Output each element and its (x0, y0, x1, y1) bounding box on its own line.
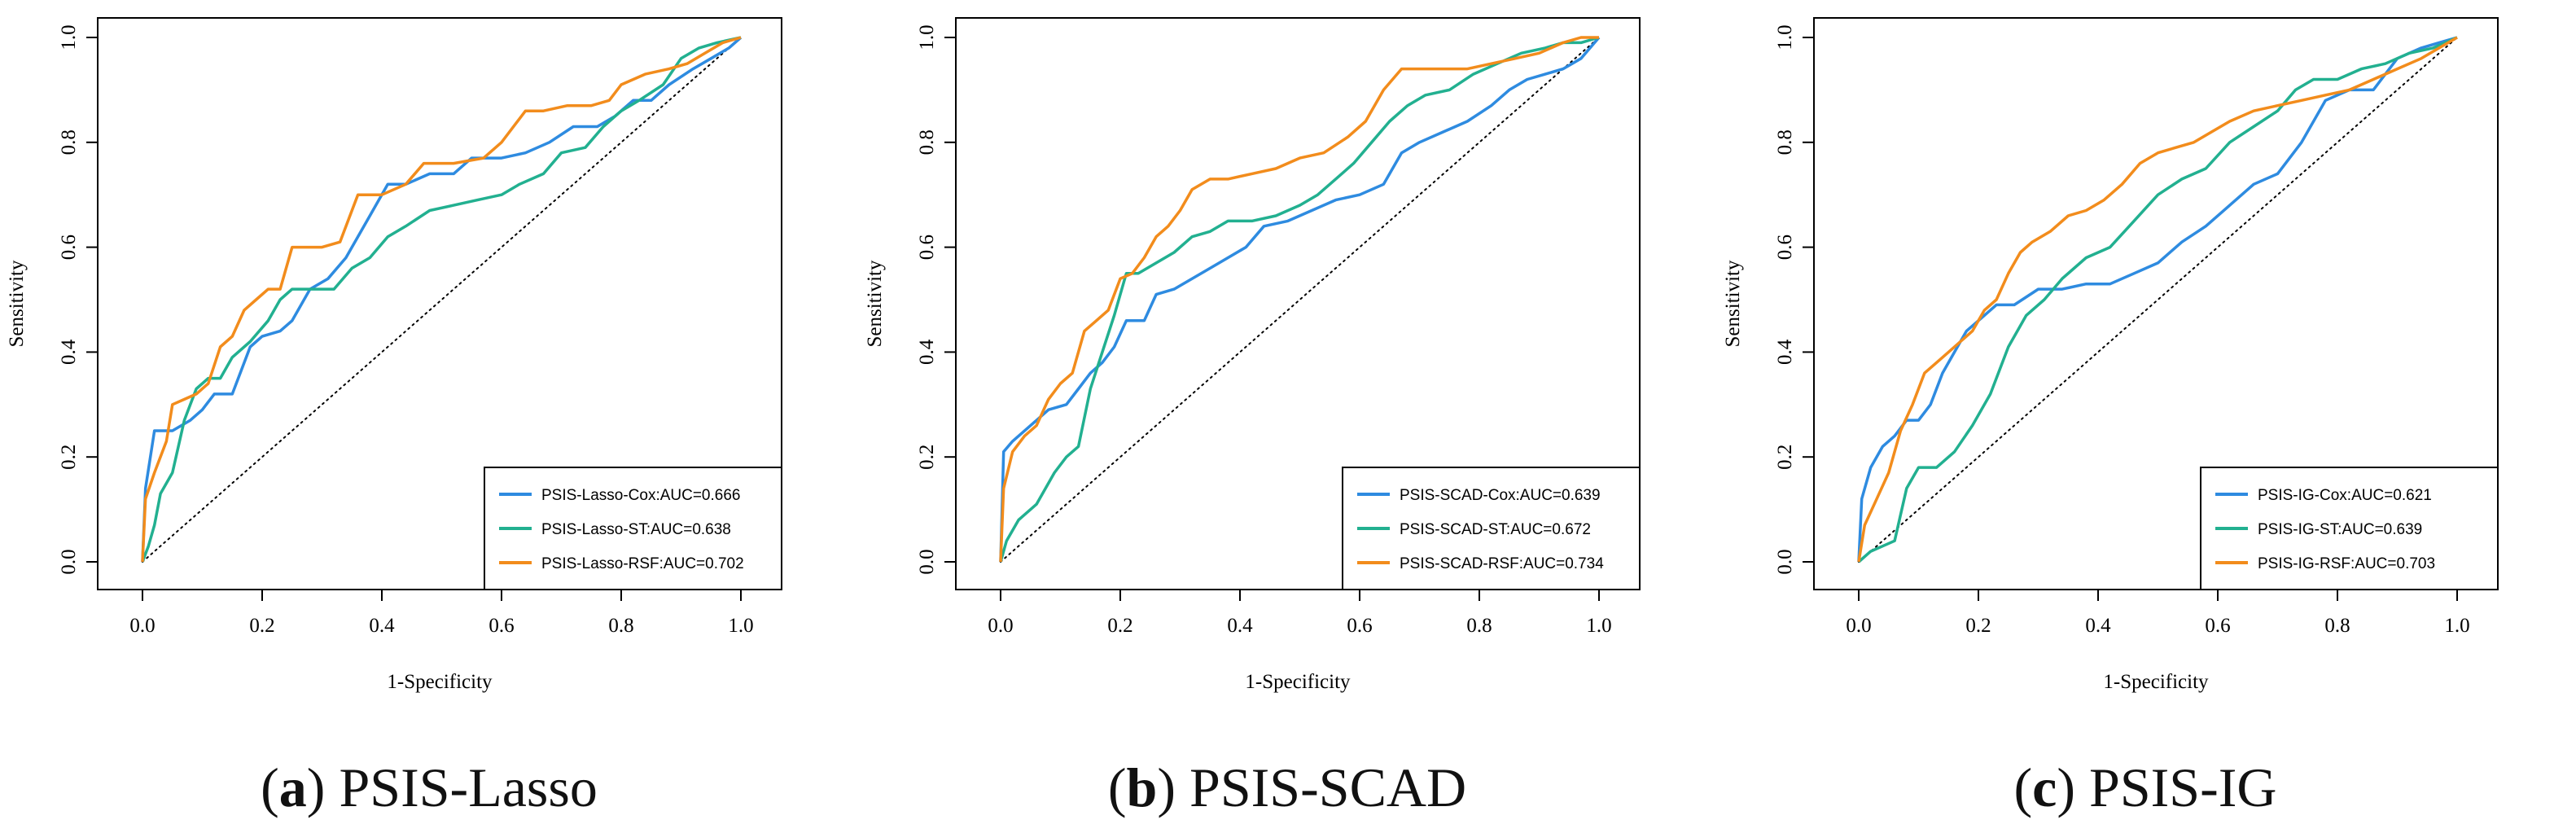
x-tick-label: 1.0 (2444, 615, 2469, 637)
roc-panel-scad: 0.0 0.2 0.4 0.6 0.8 1.0 0.0 0.2 0.4 0.6 0.8 1.0 1-Sp… (858, 0, 1716, 833)
x-tick-label: 0.0 (129, 615, 155, 637)
legend-entry: PSIS-Lasso-Cox:AUC=0.666 (541, 487, 740, 504)
roc-chart-scad: 0.0 0.2 0.4 0.6 0.8 1.0 0.0 0.2 0.4 0.6 0.8 1.0 1-Sp… (864, 17, 1641, 693)
caption-title: PSIS-SCAD (1189, 756, 1467, 818)
caption-letter: a (278, 756, 307, 818)
caption-letter: b (1126, 756, 1158, 818)
series-line-3 (141, 36, 742, 563)
caption-letter: c (2032, 756, 2057, 818)
y-axis-label: Sensitivity (1722, 260, 1744, 347)
figure-caption-lasso: (a) PSIS-Lasso (261, 756, 598, 818)
x-tick-label: 0.8 (2324, 615, 2350, 637)
series-line-1 (141, 36, 743, 563)
figure-caption-ig: (c) PSIS-IG (2013, 756, 2277, 818)
y-tick-label: 0.2 (58, 445, 80, 470)
x-tick-label: 0.6 (1347, 615, 1372, 637)
x-axis-label: 1-Specificity (1245, 671, 1351, 693)
series-line-3 (1857, 36, 2458, 563)
legend-entry: PSIS-IG-ST:AUC=0.639 (2258, 521, 2422, 538)
x-tick-label: 0.6 (2205, 615, 2230, 637)
y-tick-label: 0.6 (58, 235, 80, 260)
roc-panel-ig: 0.0 0.2 0.4 0.6 0.8 1.0 0.0 0.2 0.4 0.6 0.8 1.0 1-Sp… (1716, 0, 2574, 833)
reference-diagonal (1000, 37, 1600, 563)
y-tick-label: 0.6 (1774, 235, 1796, 260)
y-axis-label: Sensitivity (6, 260, 28, 347)
y-tick-label: 0.0 (58, 549, 80, 574)
legend-entry: PSIS-IG-RSF:AUC=0.703 (2258, 555, 2435, 572)
legend-entry: PSIS-SCAD-RSF:AUC=0.734 (1400, 555, 1604, 572)
y-tick-label: 0.8 (58, 129, 80, 155)
x-tick-label: 0.0 (1846, 615, 1871, 637)
x-axis-label: 1-Specificity (387, 671, 493, 693)
x-tick-label: 0.4 (369, 615, 395, 637)
x-tick-label: 0.0 (988, 615, 1013, 637)
legend-entry: PSIS-SCAD-ST:AUC=0.672 (1400, 521, 1591, 538)
legend-box (1342, 467, 1641, 590)
y-tick-label: 1.0 (1774, 24, 1796, 50)
roc-panel-lasso: 0.0 0.2 0.4 0.6 0.8 1.0 0.0 0.2 0.4 0.6 0.8 1.0 1-Sp… (0, 0, 858, 833)
y-tick-label: 0.2 (1774, 445, 1796, 470)
y-axis-label: Sensitivity (864, 260, 886, 347)
figure-caption-scad: (b) PSIS-SCAD (1107, 756, 1467, 818)
series-line-2 (999, 36, 1600, 563)
caption-title: PSIS-IG (2089, 756, 2277, 818)
y-tick-label: 0.8 (1774, 129, 1796, 155)
roc-chart-lasso: 0.0 0.2 0.4 0.6 0.8 1.0 0.0 0.2 0.4 0.6 0.8 1.0 1-Sp… (6, 17, 782, 693)
x-tick-label: 0.6 (488, 615, 514, 637)
legend-box (2200, 467, 2499, 590)
legend-entry: PSIS-SCAD-Cox:AUC=0.639 (1400, 487, 1601, 504)
plot-frame (955, 17, 1641, 590)
plot-frame (97, 17, 782, 590)
x-tick-label: 1.0 (728, 615, 753, 637)
reference-diagonal (1858, 37, 2458, 563)
legend-entry: PSIS-Lasso-RSF:AUC=0.702 (541, 555, 744, 572)
legend-box (484, 467, 782, 590)
x-axis-label: 1-Specificity (2103, 671, 2209, 693)
reference-diagonal (142, 37, 742, 563)
caption-title: PSIS-Lasso (339, 756, 598, 818)
x-tick-label: 0.8 (608, 615, 633, 637)
x-tick-label: 0.4 (2085, 615, 2111, 637)
x-tick-label: 0.2 (1107, 615, 1132, 637)
legend-entry: PSIS-Lasso-ST:AUC=0.638 (541, 521, 731, 538)
y-tick-label: 1.0 (916, 24, 938, 50)
x-tick-label: 0.2 (249, 615, 274, 637)
x-tick-label: 1.0 (1586, 615, 1611, 637)
y-tick-label: 1.0 (58, 24, 80, 50)
plot-frame (1813, 17, 2499, 590)
y-tick-label: 0.4 (916, 339, 938, 365)
y-tick-label: 0.0 (1774, 549, 1796, 574)
series-line-2 (1857, 36, 2458, 563)
series-line-1 (1857, 36, 2458, 563)
y-tick-label: 0.4 (58, 339, 80, 365)
x-tick-label: 0.8 (1466, 615, 1492, 637)
legend-entry: PSIS-IG-Cox:AUC=0.621 (2258, 487, 2432, 504)
y-tick-label: 0.6 (916, 235, 938, 260)
y-tick-label: 0.0 (916, 549, 938, 574)
y-tick-label: 0.8 (916, 129, 938, 155)
series-line-3 (999, 36, 1599, 563)
y-tick-label: 0.4 (1774, 339, 1796, 365)
roc-chart-ig: 0.0 0.2 0.4 0.6 0.8 1.0 0.0 0.2 0.4 0.6 0.8 1.0 1-Sp… (1722, 17, 2499, 693)
x-tick-label: 0.4 (1227, 615, 1253, 637)
y-tick-label: 0.2 (916, 445, 938, 470)
x-tick-label: 0.2 (1965, 615, 1991, 637)
series-line-1 (999, 36, 1601, 563)
